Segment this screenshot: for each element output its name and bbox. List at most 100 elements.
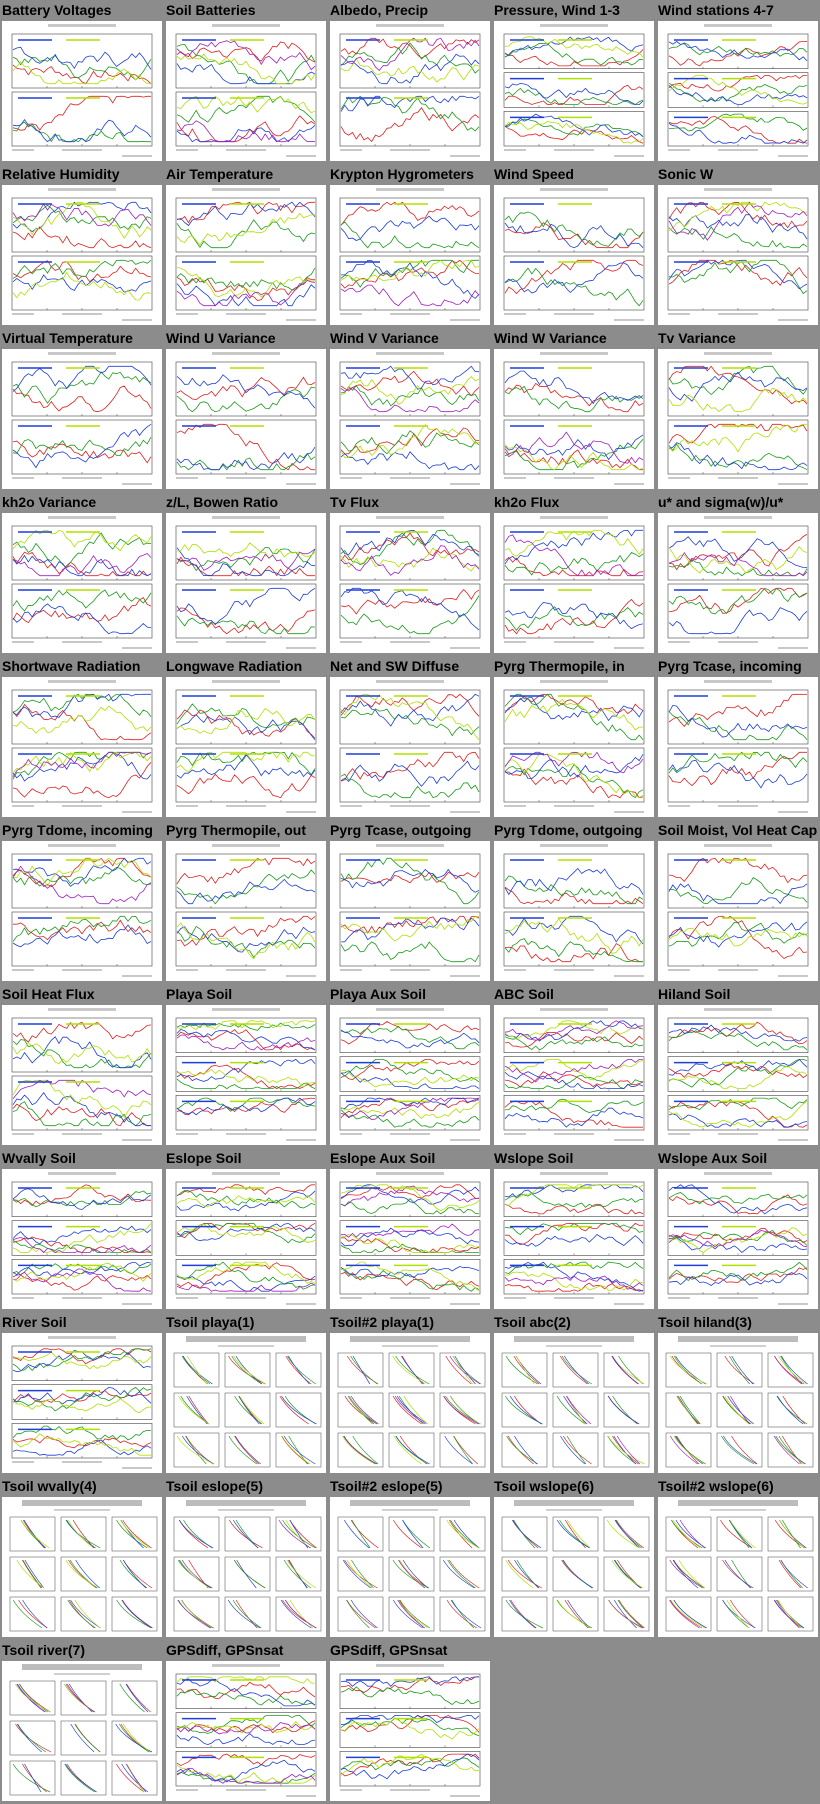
plot-thumbnail-link[interactable]	[330, 841, 490, 981]
profile-line	[781, 1519, 801, 1549]
profile-line	[22, 1599, 48, 1629]
plot-thumbnail-link[interactable]	[494, 677, 654, 817]
plot-thumbnail-link[interactable]	[2, 1169, 162, 1309]
profile-line	[234, 1395, 263, 1425]
series-line	[12, 385, 152, 413]
plot-thumbnail-link[interactable]	[2, 513, 162, 653]
plot-thumbnail-link[interactable]	[330, 513, 490, 653]
profile-line	[453, 1519, 480, 1549]
profile-line	[12, 1599, 43, 1629]
profile-line	[181, 1599, 214, 1629]
series-line	[12, 1351, 152, 1370]
plot-thumbnail-link[interactable]	[658, 21, 818, 161]
series-line	[504, 1184, 644, 1199]
plot-thumbnail-link[interactable]	[658, 1333, 818, 1473]
series-line	[340, 1184, 480, 1199]
series-line	[668, 371, 808, 402]
profile-line	[393, 1435, 422, 1465]
plot-thumbnail-link[interactable]	[2, 677, 162, 817]
plot-tile-title: Tsoil river(7)	[2, 1642, 85, 1658]
profile-line	[779, 1519, 805, 1549]
plot-thumbnail-link[interactable]	[330, 1661, 490, 1801]
plot-thumbnail-link[interactable]	[2, 185, 162, 325]
plot-thumbnail-link[interactable]	[494, 21, 654, 161]
plot-tile: Tsoil abc(2)	[492, 1312, 654, 1473]
profile-line	[289, 1599, 314, 1629]
series-line	[176, 267, 316, 298]
series-line	[12, 1263, 152, 1276]
plot-thumbnail-link[interactable]	[166, 1333, 326, 1473]
plot-thumbnail-link[interactable]	[330, 185, 490, 325]
plot-thumbnail-link[interactable]	[494, 1333, 654, 1473]
profile-line	[397, 1599, 426, 1629]
profile-line	[562, 1559, 593, 1589]
plot-thumbnail-link[interactable]	[2, 349, 162, 489]
plot-thumbnail-link[interactable]	[166, 1169, 326, 1309]
plot-tile: kh2o Flux	[492, 492, 654, 653]
plot-thumbnail-link[interactable]	[658, 677, 818, 817]
plot-thumbnail-link[interactable]	[658, 349, 818, 489]
series-line	[12, 1079, 152, 1099]
series-line	[176, 212, 316, 246]
series-line	[340, 693, 480, 727]
plot-thumbnail-link[interactable]	[658, 513, 818, 653]
plot-thumbnail-link[interactable]	[2, 1333, 162, 1473]
profile-line	[679, 1395, 701, 1425]
plot-thumbnail-link[interactable]	[2, 1497, 162, 1637]
plot-thumbnail-link[interactable]	[2, 1661, 162, 1801]
plot-tile-title: Pyrg Tcase, outgoing	[330, 822, 472, 838]
plot-thumbnail-link[interactable]	[166, 185, 326, 325]
plot-thumbnail-link[interactable]	[166, 513, 326, 653]
plot-thumbnail-link[interactable]	[166, 21, 326, 161]
plot-thumbnail-link[interactable]	[330, 1333, 490, 1473]
plot-thumbnail-link[interactable]	[658, 1497, 818, 1637]
plot-thumbnail-link[interactable]	[494, 513, 654, 653]
plot-thumbnail-link[interactable]	[494, 185, 654, 325]
series-line	[12, 603, 152, 635]
plot-tile-title: Tsoil hiland(3)	[658, 1314, 752, 1330]
profile-line	[65, 1763, 97, 1793]
plot-thumbnail-link[interactable]	[2, 841, 162, 981]
plot-thumbnail-link[interactable]	[166, 1005, 326, 1145]
series-line	[340, 1267, 480, 1292]
plot-tile: Net and SW Diffuse	[328, 656, 490, 817]
plot-thumbnail-link[interactable]	[330, 349, 490, 489]
plot-thumbnail-link[interactable]	[658, 185, 818, 325]
plot-thumbnail-link[interactable]	[330, 1169, 490, 1309]
profile-line	[392, 1599, 423, 1629]
plot-tile: Tsoil hiland(3)	[656, 1312, 818, 1473]
profile-line	[507, 1559, 542, 1589]
profile-line	[178, 1519, 209, 1549]
series-line	[668, 883, 808, 905]
plot-thumbnail-link[interactable]	[166, 1497, 326, 1637]
plot-thumbnail-link[interactable]	[658, 1005, 818, 1145]
series-line	[176, 95, 316, 123]
plot-thumbnail-link[interactable]	[166, 1661, 326, 1801]
plot-thumbnail-link[interactable]	[494, 1005, 654, 1145]
plot-thumbnail-link[interactable]	[166, 349, 326, 489]
plot-thumbnail-link[interactable]	[494, 841, 654, 981]
series-line	[340, 1676, 480, 1693]
plot-thumbnail-link[interactable]	[330, 1005, 490, 1145]
plot-thumbnail-link[interactable]	[330, 1497, 490, 1637]
plot-thumbnail-link[interactable]	[166, 677, 326, 817]
plot-thumbnail-link[interactable]	[166, 841, 326, 981]
plot-thumbnail-link[interactable]	[2, 1005, 162, 1145]
plot-thumbnail-link[interactable]	[2, 21, 162, 161]
plot-thumbnail-link[interactable]	[658, 1169, 818, 1309]
plot-thumbnail-link[interactable]	[494, 1497, 654, 1637]
series-line	[504, 1071, 644, 1088]
series-line	[340, 1714, 480, 1733]
profile-line	[450, 1519, 480, 1549]
plot-thumbnail-link[interactable]	[330, 21, 490, 161]
series-line	[668, 442, 808, 471]
plot-thumbnail-link[interactable]	[658, 841, 818, 981]
profile-line	[348, 1395, 378, 1425]
series-line	[176, 542, 316, 560]
series-line	[504, 439, 644, 471]
profile-line	[564, 1599, 589, 1629]
plot-thumbnail-link[interactable]	[494, 1169, 654, 1309]
profile-line	[670, 1599, 706, 1629]
plot-thumbnail-link[interactable]	[494, 349, 654, 489]
plot-thumbnail-link[interactable]	[330, 677, 490, 817]
